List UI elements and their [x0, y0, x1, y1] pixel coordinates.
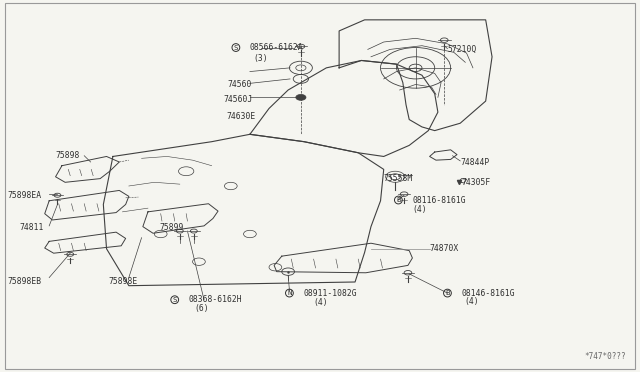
Text: 08116-8161G: 08116-8161G [412, 196, 466, 205]
Text: 75558M: 75558M [384, 174, 413, 183]
Text: 75898E: 75898E [108, 277, 138, 286]
Text: 74305F: 74305F [461, 178, 491, 187]
Text: S: S [172, 297, 177, 303]
Text: 57210Q: 57210Q [447, 45, 477, 54]
Text: 08146-8161G: 08146-8161G [461, 289, 515, 298]
Text: 74844P: 74844P [460, 157, 490, 167]
Text: 74560J: 74560J [223, 95, 252, 104]
Text: (4): (4) [412, 205, 427, 215]
Text: S: S [234, 45, 238, 51]
Text: B: B [396, 197, 401, 203]
Text: (6): (6) [195, 304, 209, 313]
Text: 08368-6162H: 08368-6162H [189, 295, 243, 304]
Text: N: N [287, 290, 292, 296]
Text: 75898EB: 75898EB [8, 277, 42, 286]
Text: B: B [445, 290, 450, 296]
Text: 75899: 75899 [159, 223, 184, 232]
Text: 75898EA: 75898EA [8, 191, 42, 200]
Text: 08566-6162A: 08566-6162A [250, 43, 303, 52]
Text: 74811: 74811 [19, 223, 44, 232]
Text: 74560: 74560 [228, 80, 252, 89]
Text: (4): (4) [314, 298, 328, 307]
Text: (4): (4) [464, 297, 479, 306]
Circle shape [296, 94, 306, 100]
Text: 08911-1082G: 08911-1082G [303, 289, 357, 298]
Text: (3): (3) [253, 54, 268, 63]
Text: 74870X: 74870X [429, 244, 459, 253]
Circle shape [390, 174, 400, 180]
Text: *747*0???: *747*0??? [584, 352, 626, 361]
Text: 75898: 75898 [56, 151, 80, 160]
Text: 74630E: 74630E [227, 112, 255, 121]
